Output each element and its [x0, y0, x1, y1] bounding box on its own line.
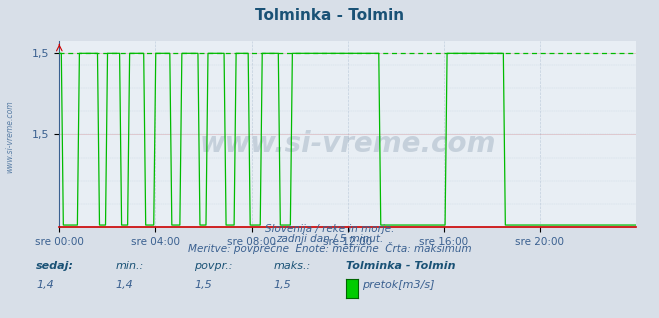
Text: Meritve: povprečne  Enote: metrične  Črta: maksimum: Meritve: povprečne Enote: metrične Črta:…	[188, 242, 471, 254]
Text: 1,4: 1,4	[115, 280, 133, 290]
Text: Tolminka - Tolmin: Tolminka - Tolmin	[346, 261, 455, 271]
Text: Slovenija / reke in morje.: Slovenija / reke in morje.	[265, 224, 394, 233]
Text: pretok[m3/s]: pretok[m3/s]	[362, 280, 435, 290]
Text: 1,4: 1,4	[36, 280, 54, 290]
Text: min.:: min.:	[115, 261, 144, 271]
Text: zadnji dan / 5 minut.: zadnji dan / 5 minut.	[276, 234, 383, 244]
Text: www.si-vreme.com: www.si-vreme.com	[200, 130, 496, 158]
Text: 1,5: 1,5	[194, 280, 212, 290]
Text: Tolminka - Tolmin: Tolminka - Tolmin	[255, 8, 404, 23]
Text: povpr.:: povpr.:	[194, 261, 233, 271]
Text: 1,5: 1,5	[273, 280, 291, 290]
Text: sedaj:: sedaj:	[36, 261, 74, 271]
Text: www.si-vreme.com: www.si-vreme.com	[5, 100, 14, 173]
Text: maks.:: maks.:	[273, 261, 311, 271]
